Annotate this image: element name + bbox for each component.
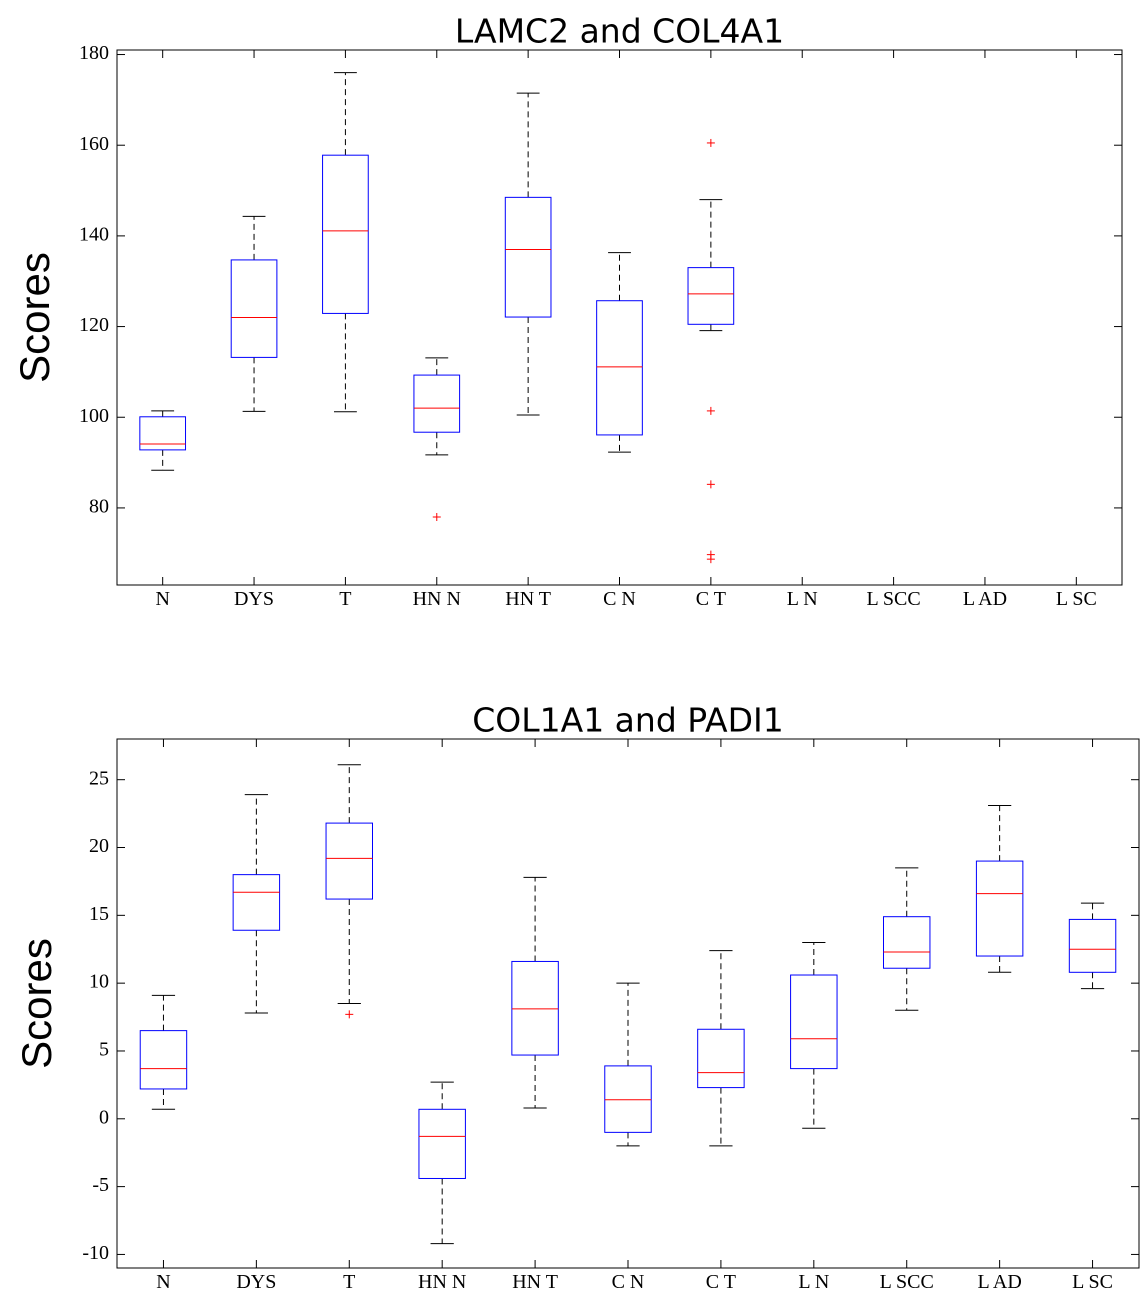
y-tick-label: -5	[92, 1174, 109, 1196]
box-hn-n	[413, 357, 461, 521]
iqr-box	[139, 1030, 188, 1090]
x-tick-label: C N	[612, 1271, 645, 1293]
iqr-box	[504, 196, 552, 318]
y-tick-label: 15	[89, 903, 109, 925]
outlier-marker	[432, 512, 441, 521]
x-tick-label: C T	[706, 1271, 736, 1293]
iqr-box	[139, 416, 187, 451]
x-tick-label: HN T	[505, 588, 551, 610]
x-tick-label: L SC	[1056, 588, 1097, 610]
iqr-box	[413, 374, 461, 433]
box-t	[322, 72, 369, 413]
box-c-n	[596, 252, 643, 453]
box-dys	[230, 215, 278, 412]
x-tick-label: L AD	[978, 1271, 1022, 1293]
y-tick-label: 140	[79, 223, 109, 245]
x-tick-label: C T	[696, 588, 726, 610]
x-tick-label: HN N	[413, 588, 461, 610]
chart-title: LAMC2 and COL4A1	[455, 12, 784, 51]
iqr-box	[975, 860, 1024, 957]
box-t	[325, 764, 373, 1019]
x-tick-label: DYS	[234, 588, 274, 610]
iqr-box	[697, 1028, 745, 1089]
y-tick-label: 120	[79, 314, 109, 336]
y-tick-label: 10	[89, 971, 109, 993]
y-axis-label: Scores	[11, 252, 58, 383]
outlier-marker	[706, 406, 715, 415]
x-tick-label: T	[343, 1271, 355, 1293]
box-l-scc	[883, 867, 931, 1011]
x-tick-label: N	[155, 588, 169, 610]
x-tick-label: C N	[603, 588, 636, 610]
iqr-box	[418, 1108, 466, 1179]
y-tick-label: 80	[89, 496, 109, 518]
box-dys	[232, 794, 281, 1014]
box-l-ad	[975, 804, 1024, 973]
boxplot-panel-col1a1-padi1: COL1A1 and PADI1 Scores -10 -5 0 5 10 15 20 25 N…	[13, 701, 1140, 1293]
iqr-box	[883, 916, 931, 969]
x-tick-label: L SCC	[866, 588, 920, 610]
iqr-box	[511, 960, 559, 1056]
iqr-box	[790, 974, 838, 1070]
box-l-sc	[1068, 902, 1117, 990]
y-tick-label: 160	[79, 133, 109, 155]
iqr-box	[232, 874, 281, 931]
box-hn-t	[511, 876, 559, 1109]
box-c-n	[604, 982, 652, 1147]
y-axis-label: Scores	[13, 938, 60, 1069]
x-tick-label: N	[156, 1271, 170, 1293]
box-l-n	[790, 941, 838, 1129]
outlier-marker	[345, 1010, 354, 1019]
iqr-box	[687, 267, 735, 325]
box-n	[139, 410, 187, 471]
boxplot-panel-lamc2-col4a1: LAMC2 and COL4A1 Scores 80 100 120 140 160 18…	[11, 12, 1123, 610]
x-tick-label: L SCC	[880, 1271, 934, 1293]
outlier-marker	[706, 480, 715, 489]
x-tick-label: T	[339, 588, 351, 610]
x-tick-label: L SC	[1072, 1271, 1113, 1293]
x-tick-label: DYS	[236, 1271, 276, 1293]
y-tick-label: 25	[89, 767, 109, 789]
box-hn-n	[418, 1081, 466, 1245]
outlier-marker	[706, 555, 715, 564]
x-tick-label: HN T	[512, 1271, 558, 1293]
iqr-box	[325, 822, 373, 900]
y-tick-label: 100	[79, 405, 109, 427]
box-n	[139, 994, 188, 1110]
iqr-box	[322, 154, 369, 314]
x-tick-label: HN N	[418, 1271, 466, 1293]
y-tick-label: -10	[82, 1242, 109, 1264]
box-c-t	[687, 138, 735, 564]
y-tick-label: 180	[79, 42, 109, 64]
iqr-box	[596, 300, 643, 436]
y-tick-label: 5	[99, 1039, 109, 1061]
outlier-marker	[706, 138, 715, 147]
y-tick-label: 0	[99, 1106, 109, 1128]
chart-title: COL1A1 and PADI1	[472, 701, 784, 740]
x-tick-label: L N	[787, 588, 818, 610]
box-c-t	[697, 950, 745, 1147]
x-tick-label: L N	[798, 1271, 829, 1293]
iqr-box	[604, 1065, 652, 1133]
box-hn-t	[504, 92, 552, 416]
iqr-box	[230, 259, 278, 358]
y-tick-label: 20	[89, 835, 109, 857]
iqr-box	[1068, 918, 1117, 973]
x-tick-label: L AD	[963, 588, 1007, 610]
